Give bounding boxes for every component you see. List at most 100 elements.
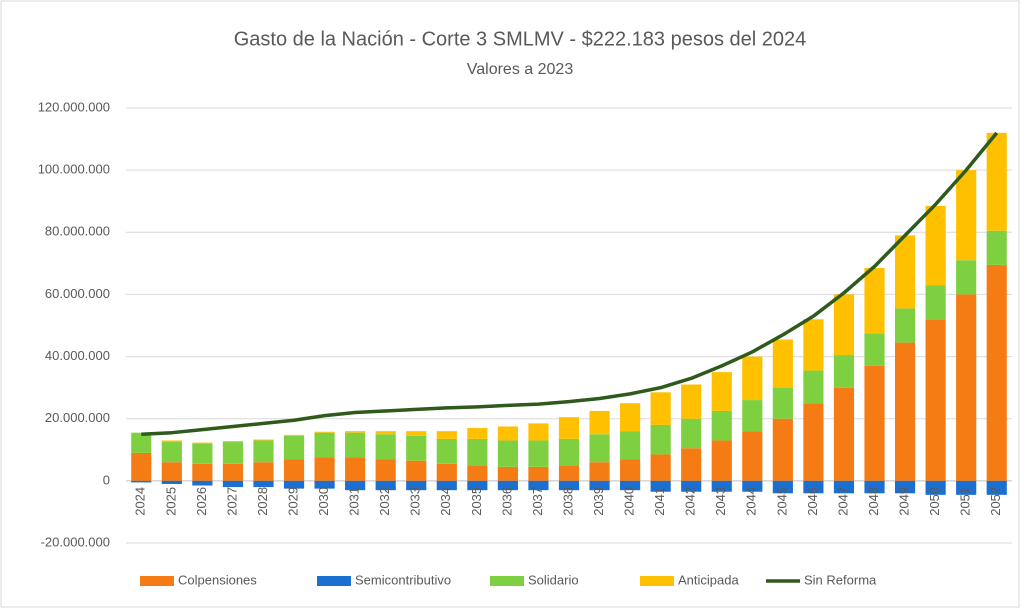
- x-tick-label: 2032: [377, 487, 392, 516]
- x-tick-label: 2024: [133, 487, 148, 516]
- x-tick-label: 2033: [408, 487, 423, 516]
- bar-segment: [864, 333, 885, 366]
- y-tick-label: 100.000.000: [38, 162, 110, 177]
- bar-segment: [528, 423, 549, 441]
- y-tick-label: 120.000.000: [38, 99, 110, 114]
- bar-segment: [558, 465, 580, 481]
- x-tick-label: 2044: [744, 487, 759, 516]
- bar-segment: [314, 431, 335, 433]
- bar-segment: [803, 403, 824, 481]
- bar-segment: [864, 365, 885, 481]
- bar-segment: [803, 319, 824, 371]
- bar-segment: [589, 410, 610, 435]
- bar-segment: [986, 132, 1007, 231]
- y-tick-label: 40.000.000: [45, 348, 110, 363]
- legend-label: Solidario: [528, 572, 579, 587]
- bar-segment: [925, 480, 946, 495]
- x-tick-label: 2038: [560, 487, 575, 516]
- bar-segment: [956, 480, 977, 495]
- bar-segment: [620, 459, 641, 481]
- legend-swatch: [317, 576, 351, 586]
- bar-segment: [711, 372, 732, 411]
- legend-swatch: [140, 576, 174, 586]
- bar-segment: [131, 452, 152, 481]
- bar-segment: [375, 431, 396, 435]
- bar-segment: [283, 434, 305, 436]
- bar-segment: [497, 426, 518, 441]
- bar-segment: [558, 417, 580, 439]
- bar-segment: [222, 441, 244, 443]
- x-tick-label: 2028: [255, 487, 270, 516]
- bar-segment: [161, 440, 182, 443]
- bar-segment: [620, 480, 641, 491]
- x-tick-label: 2034: [438, 487, 453, 516]
- x-tick-label: 2045: [774, 487, 789, 516]
- x-tick-label: 2040: [622, 487, 637, 516]
- bar-segment: [497, 466, 518, 481]
- legend-swatch: [640, 576, 674, 586]
- bar-segment: [956, 294, 977, 481]
- x-tick-label: 2050: [927, 487, 942, 516]
- bar-segment: [742, 400, 763, 432]
- bar-segment: [283, 480, 305, 489]
- bar-segment: [467, 480, 488, 491]
- bar-segment: [131, 432, 152, 453]
- bar-segment: [803, 480, 824, 494]
- y-tick-label: -20.000.000: [41, 534, 110, 549]
- x-tick-label: 2036: [499, 487, 514, 516]
- bar-segment: [772, 339, 793, 388]
- x-tick-label: 2031: [347, 487, 362, 516]
- bar-segment: [864, 268, 885, 334]
- bar-segment: [772, 480, 793, 494]
- bar-segment: [894, 480, 916, 494]
- bar-segment: [711, 440, 732, 481]
- bar-segment: [161, 442, 182, 463]
- bar-segment: [192, 443, 213, 464]
- y-tick-label: 80.000.000: [45, 224, 110, 239]
- bar-segment: [650, 454, 671, 481]
- bar-segment: [406, 431, 427, 436]
- legend-label: Semicontributivo: [355, 572, 451, 587]
- bar-segment: [650, 480, 671, 492]
- bar-segment: [436, 480, 457, 491]
- bar-segment: [894, 308, 916, 343]
- y-tick-label: 60.000.000: [45, 286, 110, 301]
- bar-segment: [131, 480, 152, 483]
- bar-segment: [314, 432, 335, 458]
- bar-segment: [833, 480, 855, 494]
- bar-segment: [833, 355, 855, 388]
- bar-segment: [283, 435, 305, 460]
- bar-segment: [406, 435, 427, 461]
- x-tick-label: 2039: [591, 487, 606, 516]
- bar-segment: [925, 285, 946, 320]
- bar-segment: [864, 480, 885, 494]
- bar-segment: [314, 480, 335, 489]
- bar-segment: [589, 480, 610, 491]
- bar-segment: [681, 384, 702, 419]
- bar-segment: [253, 480, 274, 488]
- x-tick-label: 2027: [224, 487, 239, 516]
- bar-segment: [925, 205, 946, 286]
- bar-segment: [894, 342, 916, 481]
- bar-segment: [986, 480, 1007, 495]
- x-tick-label: 2041: [652, 487, 667, 516]
- bar-segment: [558, 438, 580, 466]
- bar-segment: [314, 457, 335, 481]
- bar-segment: [558, 480, 580, 491]
- x-tick-label: 2035: [469, 487, 484, 516]
- bar-segment: [650, 392, 671, 425]
- bar-segment: [375, 480, 396, 491]
- legend-label: Colpensiones: [178, 572, 257, 587]
- bar-segment: [222, 442, 244, 464]
- x-tick-label: 2025: [163, 487, 178, 516]
- bar-segment: [436, 438, 457, 464]
- bar-segment: [222, 480, 244, 488]
- bar-segment: [681, 480, 702, 492]
- x-tick-label: 2029: [285, 487, 300, 516]
- bar-segment: [589, 462, 610, 481]
- bar-segment: [283, 459, 305, 481]
- bar-segment: [772, 387, 793, 419]
- bar-segment: [833, 387, 855, 481]
- legend-swatch: [490, 576, 524, 586]
- x-tick-label: 2026: [194, 487, 209, 516]
